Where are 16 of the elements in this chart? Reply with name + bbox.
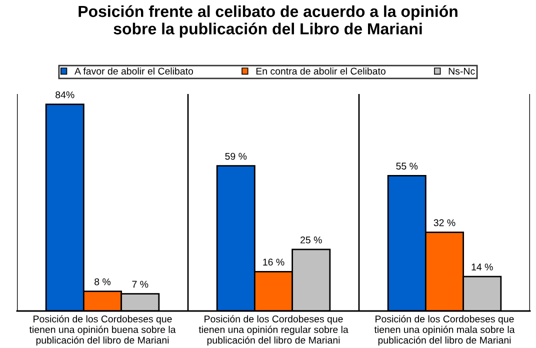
x-tick-label: Posición de los Cordobeses que tienen una opinión mala sobre la publicación del libro de Mariani — [374, 315, 515, 346]
x-tick-label: Posición de los Cordobeses que tienen una opinión buena sobre la publicación del libro de Mariani — [29, 315, 176, 346]
chart-title: Posición frente al celibato de acuerdo a la opinión sobre la publicación del Libro de Mariani — [78, 5, 458, 38]
x-tick-label: Posición de los Cordobeses que tienen una opinión regular sobre la publicación del libro de Mariani — [198, 315, 348, 346]
data-label: 55 % — [396, 162, 418, 170]
legend-label: En contra de abolir el Celibato — [256, 67, 386, 75]
legend-label: A favor de abolir el Celibato — [74, 67, 194, 75]
data-label: 7 % — [132, 280, 148, 288]
legend-label: Ns-Nc — [448, 68, 475, 75]
data-label: 32 % — [434, 219, 456, 226]
data-label: 16 % — [263, 258, 284, 266]
data-label: 14 % — [472, 264, 493, 270]
data-label: 84% — [56, 91, 74, 98]
data-label: 59 % — [225, 152, 247, 160]
data-label: 8 % — [94, 278, 111, 286]
data-label: 25 % — [300, 236, 322, 244]
